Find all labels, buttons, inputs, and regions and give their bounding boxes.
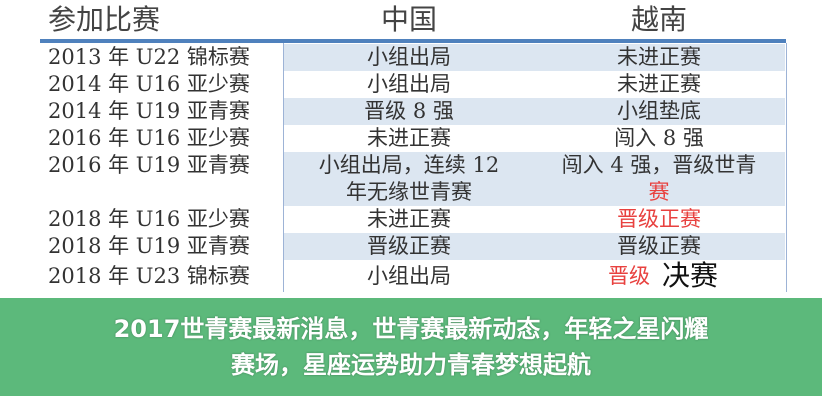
table-row: 2018 年 U16 亚少赛 未进正赛 晋级正赛 — [0, 206, 822, 233]
china-cell-line2: 年无缘世青赛 — [346, 180, 472, 204]
event-cell: 2013 年 U22 锦标赛 — [48, 45, 250, 69]
vietnam-cell: 未进正赛 — [617, 45, 701, 69]
vietnam-cell: 闯入 8 强 — [614, 126, 704, 150]
vietnam-cell: 未进正赛 — [617, 72, 701, 96]
vietnam-cell: 小组垫底 — [617, 99, 701, 123]
vietnam-cell: 晋级 — [608, 264, 650, 288]
table-row: 2013 年 U22 锦标赛 小组出局 未进正赛 — [0, 44, 822, 71]
china-cell: 未进正赛 — [367, 207, 451, 231]
china-cell: 小组出局，连续 12 — [318, 153, 500, 177]
china-cell: 小组出局 — [367, 45, 451, 69]
vietnam-cell: 闯入 4 强，晋级世青 — [561, 153, 757, 177]
china-cell: 小组出局 — [367, 72, 451, 96]
event-cell: 2018 年 U19 亚青赛 — [48, 234, 250, 258]
table-row: 2016 年 U19 亚青赛 小组出局，连续 12 年无缘世青赛 闯入 4 强，… — [0, 152, 822, 206]
event-cell: 2018 年 U16 亚少赛 — [48, 207, 250, 231]
event-cell: 2016 年 U16 亚少赛 — [48, 126, 250, 150]
vietnam-cell: 晋级正赛 — [617, 207, 701, 231]
headline-banner: 2017世青赛最新消息，世青赛最新动态，年轻之星闪耀 赛场，星座运势助力青春梦想… — [0, 298, 822, 396]
table-row: 2014 年 U16 亚少赛 小组出局 未进正赛 — [0, 71, 822, 98]
china-cell: 未进正赛 — [367, 126, 451, 150]
table-row: 2014 年 U19 亚青赛 晋级 8 强 小组垫底 — [0, 98, 822, 125]
event-cell: 2014 年 U16 亚少赛 — [48, 72, 250, 96]
header-china: 中国 — [380, 3, 437, 36]
table-row: 2018 年 U19 亚青赛 晋级正赛 晋级正赛 — [0, 233, 822, 260]
header-event: 参加比赛 — [48, 3, 161, 36]
headline-line-1: 2017世青赛最新消息，世青赛最新动态，年轻之星闪耀 — [113, 315, 709, 343]
event-cell: 2014 年 U19 亚青赛 — [48, 99, 250, 123]
headline-line-2: 赛场，星座运势助力青春梦想起航 — [231, 351, 591, 379]
event-cell: 2016 年 U19 亚青赛 — [48, 153, 250, 177]
china-cell: 小组出局 — [367, 264, 451, 288]
table-row: 2018 年 U23 锦标赛 小组出局 晋级 决赛 — [0, 260, 822, 292]
event-cell: 2018 年 U23 锦标赛 — [48, 264, 250, 288]
vietnam-cell-line2: 赛 — [648, 180, 670, 204]
results-column-border — [283, 43, 787, 292]
overlay-caption: 决赛 — [662, 259, 719, 292]
header-divider — [40, 39, 786, 43]
vietnam-cell: 晋级正赛 — [617, 234, 701, 258]
table-row: 2016 年 U16 亚少赛 未进正赛 闯入 8 强 — [0, 125, 822, 152]
china-cell: 晋级正赛 — [367, 234, 451, 258]
header-vietnam: 越南 — [630, 3, 687, 36]
china-cell: 晋级 8 强 — [364, 99, 454, 123]
